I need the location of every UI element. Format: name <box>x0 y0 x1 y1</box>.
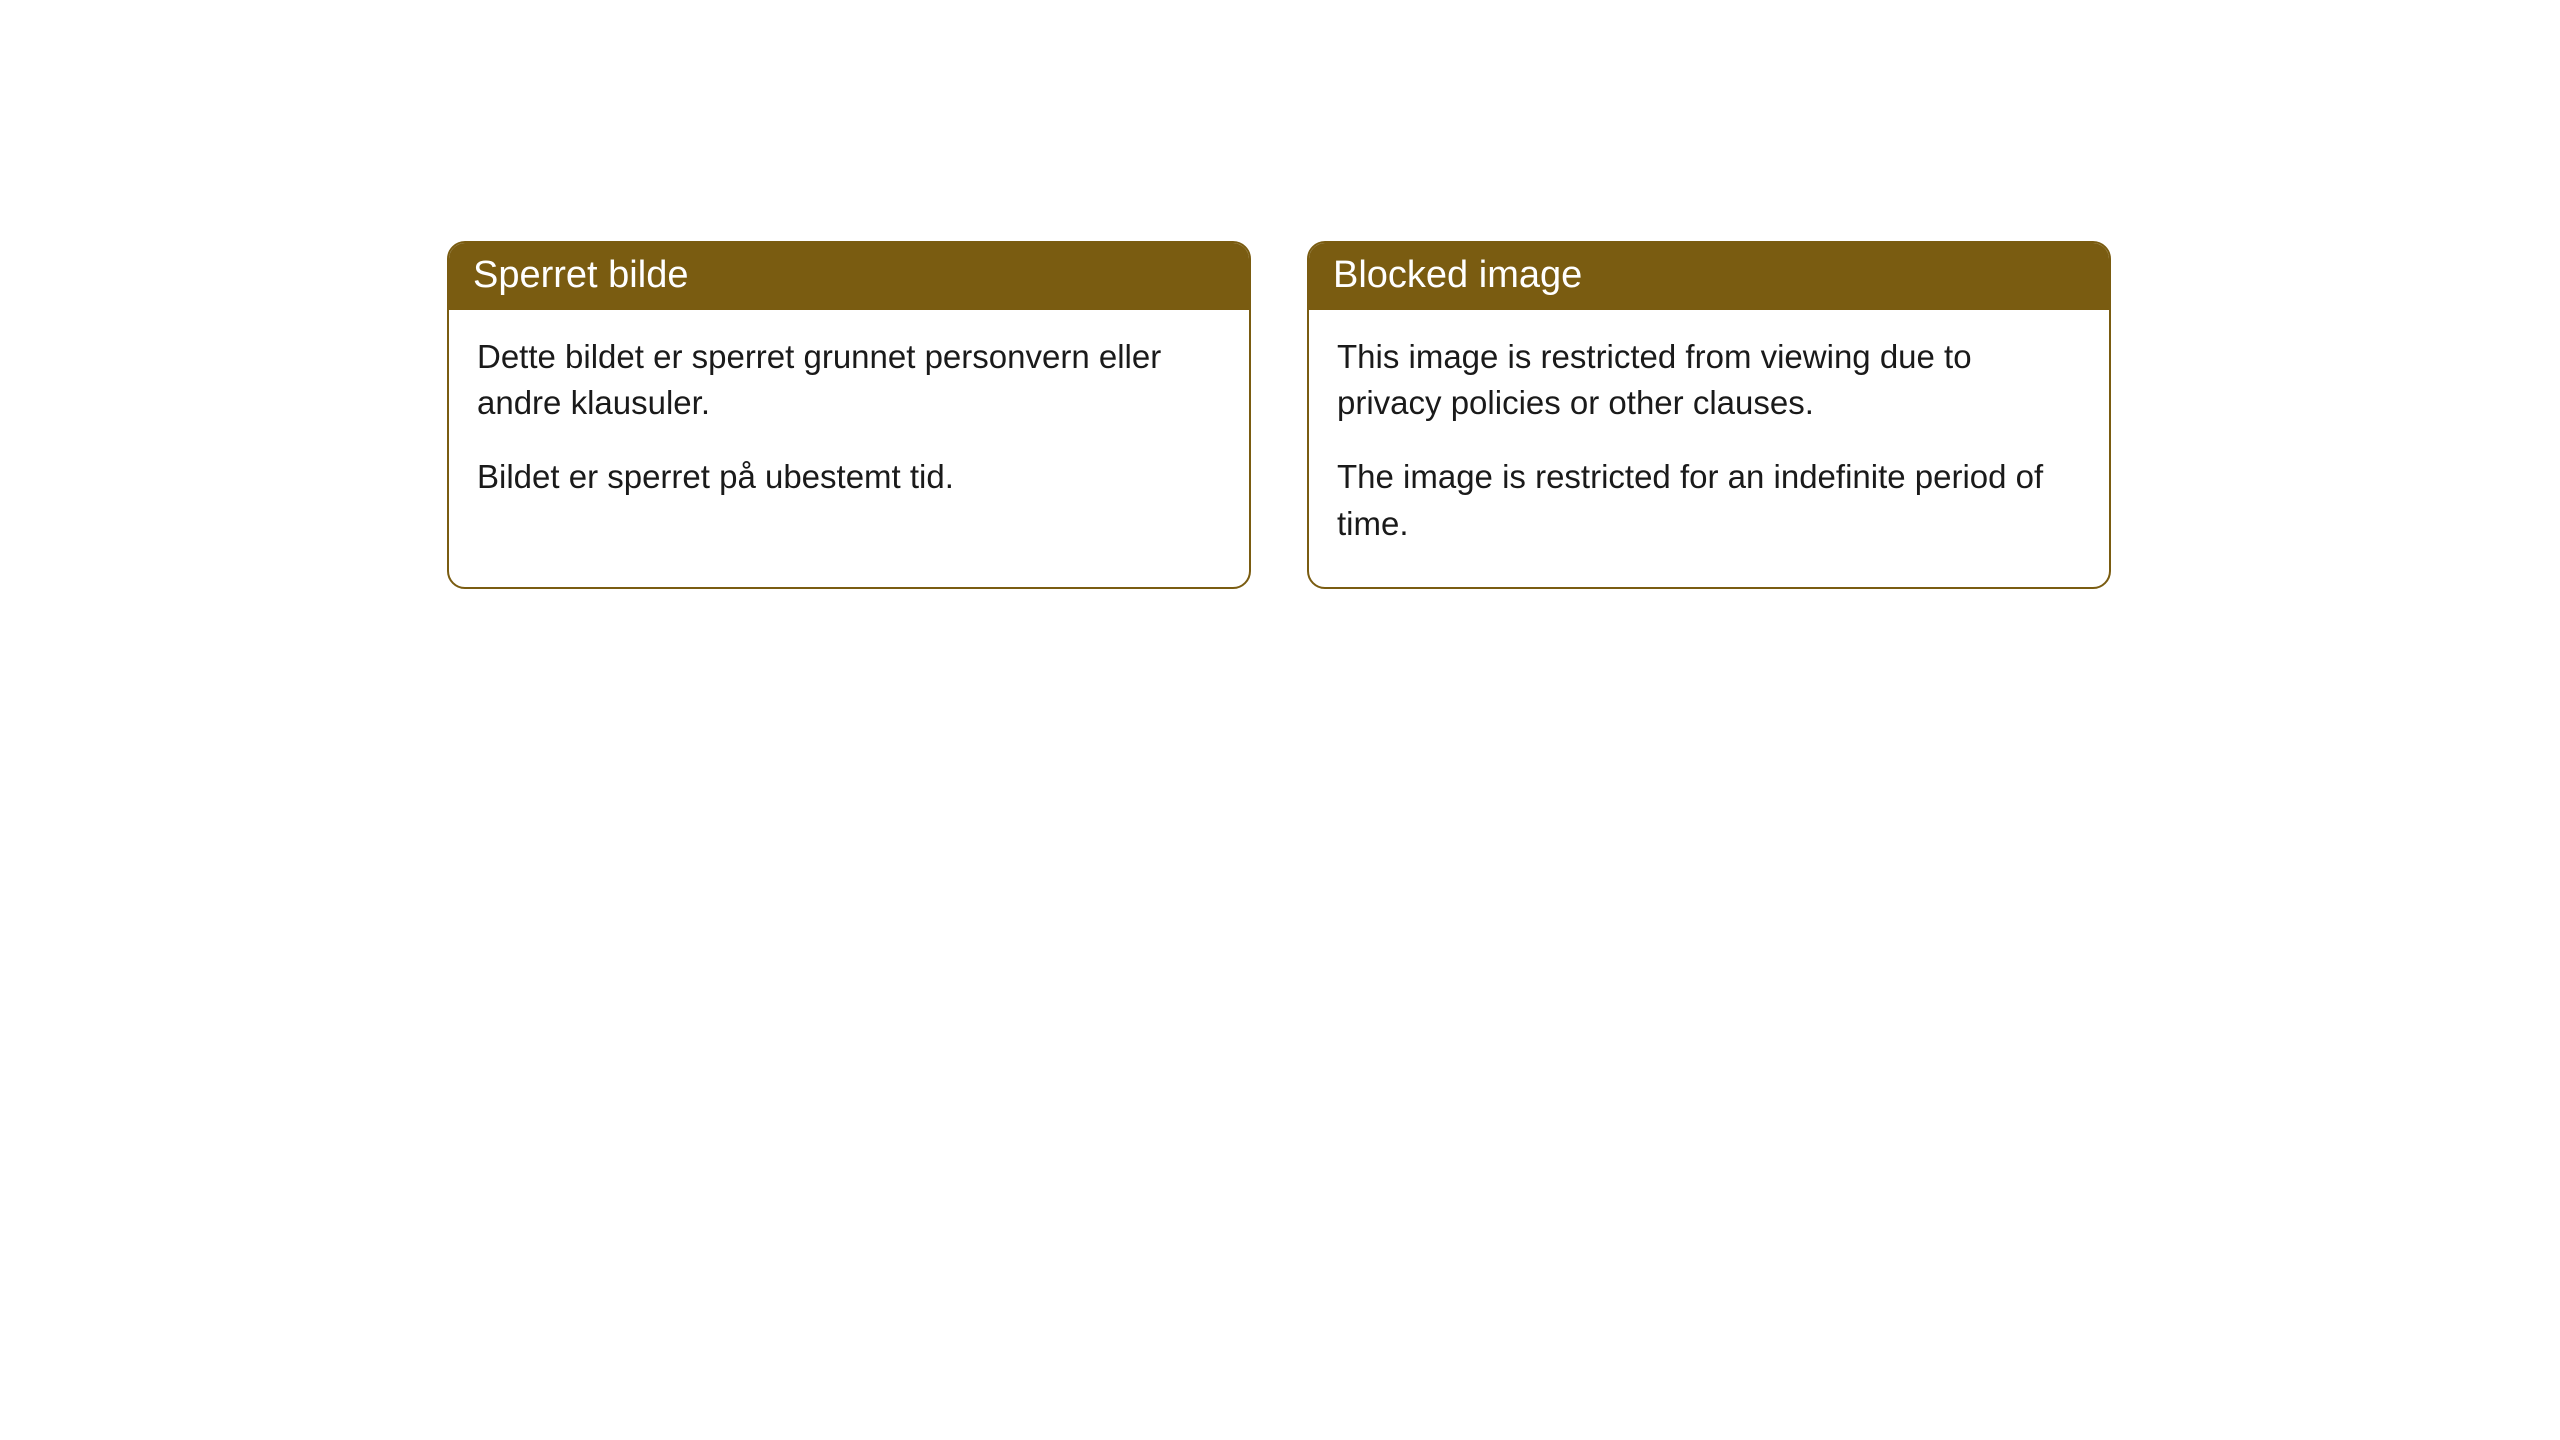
card-header-english: Blocked image <box>1309 243 2109 310</box>
card-paragraph-2: The image is restricted for an indefinit… <box>1337 454 2081 546</box>
card-paragraph-1: This image is restricted from viewing du… <box>1337 334 2081 426</box>
card-paragraph-2: Bildet er sperret på ubestemt tid. <box>477 454 1221 500</box>
card-english: Blocked image This image is restricted f… <box>1307 241 2111 589</box>
cards-container: Sperret bilde Dette bildet er sperret gr… <box>0 0 2560 589</box>
card-paragraph-1: Dette bildet er sperret grunnet personve… <box>477 334 1221 426</box>
card-norwegian: Sperret bilde Dette bildet er sperret gr… <box>447 241 1251 589</box>
card-body-english: This image is restricted from viewing du… <box>1309 310 2109 587</box>
card-body-norwegian: Dette bildet er sperret grunnet personve… <box>449 310 1249 541</box>
card-header-norwegian: Sperret bilde <box>449 243 1249 310</box>
